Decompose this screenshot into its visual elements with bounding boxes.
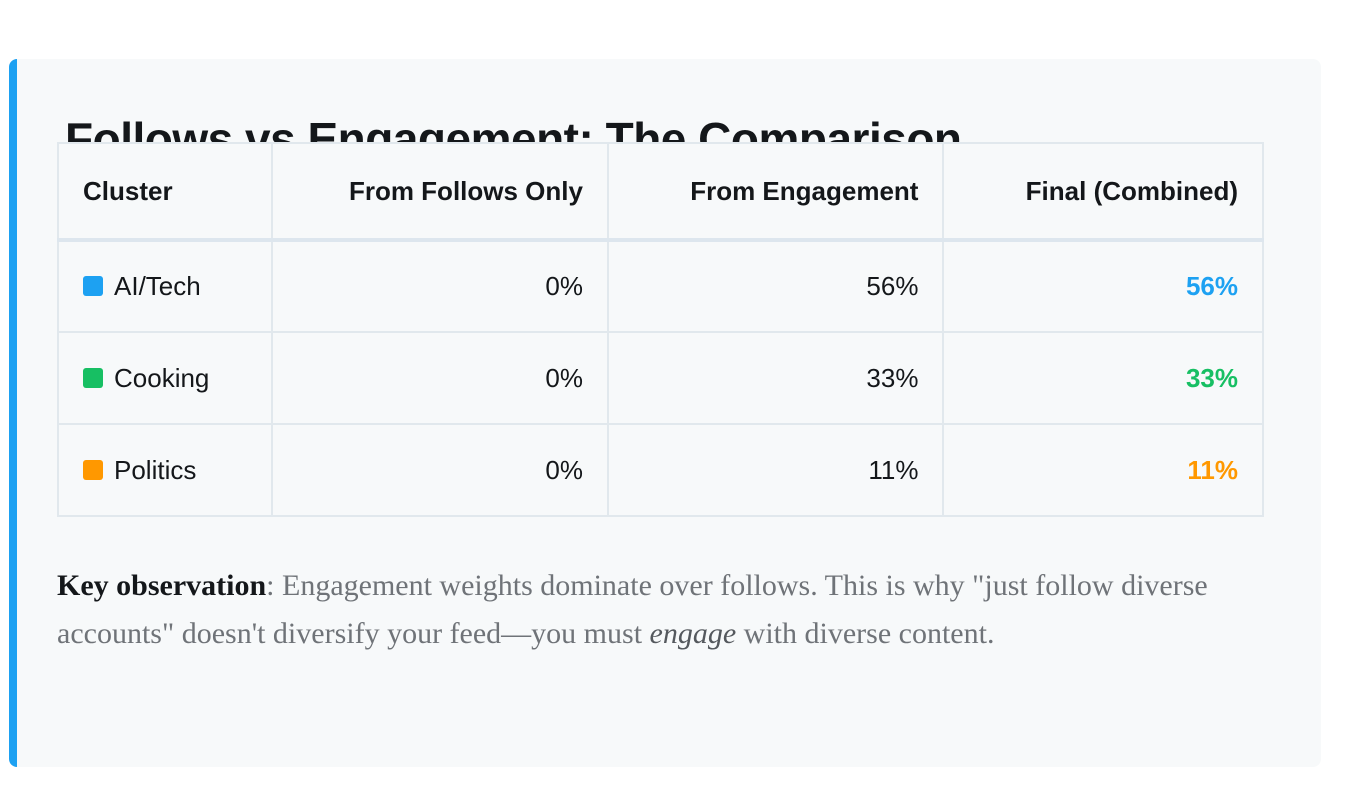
color-swatch-icon [83,367,103,388]
color-swatch-icon [83,276,103,296]
header-from-engagement: From Engagement [606,142,945,242]
engagement-value: 56% [606,239,945,333]
key-observation-note: Key observation: Engagement weights domi… [57,562,1257,658]
final-value: 33% [942,331,1264,425]
header-final-combined: Final (Combined) [942,142,1264,242]
key-observation-label: Key observation [57,569,267,602]
final-value: 11% [942,423,1264,517]
engagement-value: 11% [606,423,945,517]
header-from-follows: From Follows Only [270,142,609,242]
note-emphasis: engage [649,617,737,650]
note-text-before: : Engagement weights dominate over follo… [57,569,1208,650]
comparison-table: Cluster From Follows Only From Engagemen… [57,142,1264,517]
cluster-label: AI/Tech [114,271,201,301]
engagement-value: 33% [606,331,945,425]
cluster-label: Cooking [114,362,210,393]
table-header-row: Cluster From Follows Only From Engagemen… [57,142,1264,242]
header-cluster: Cluster [57,142,273,242]
cluster-cell: AI/Tech [57,239,273,333]
follows-value: 0% [270,239,609,333]
follows-value: 0% [270,423,609,517]
note-text-after: with diverse content. [736,617,995,650]
cluster-cell: Politics [57,423,273,517]
follows-value: 0% [270,331,609,425]
cluster-label: Politics [114,454,197,485]
color-swatch-icon [83,459,103,480]
final-value: 56% [942,239,1264,333]
table-row: AI/Tech 0% 56% 56% [57,239,1264,333]
table-row: Cooking 0% 33% 33% [57,331,1264,425]
cluster-cell: Cooking [57,331,273,425]
table-row: Politics 0% 11% 11% [57,423,1264,517]
